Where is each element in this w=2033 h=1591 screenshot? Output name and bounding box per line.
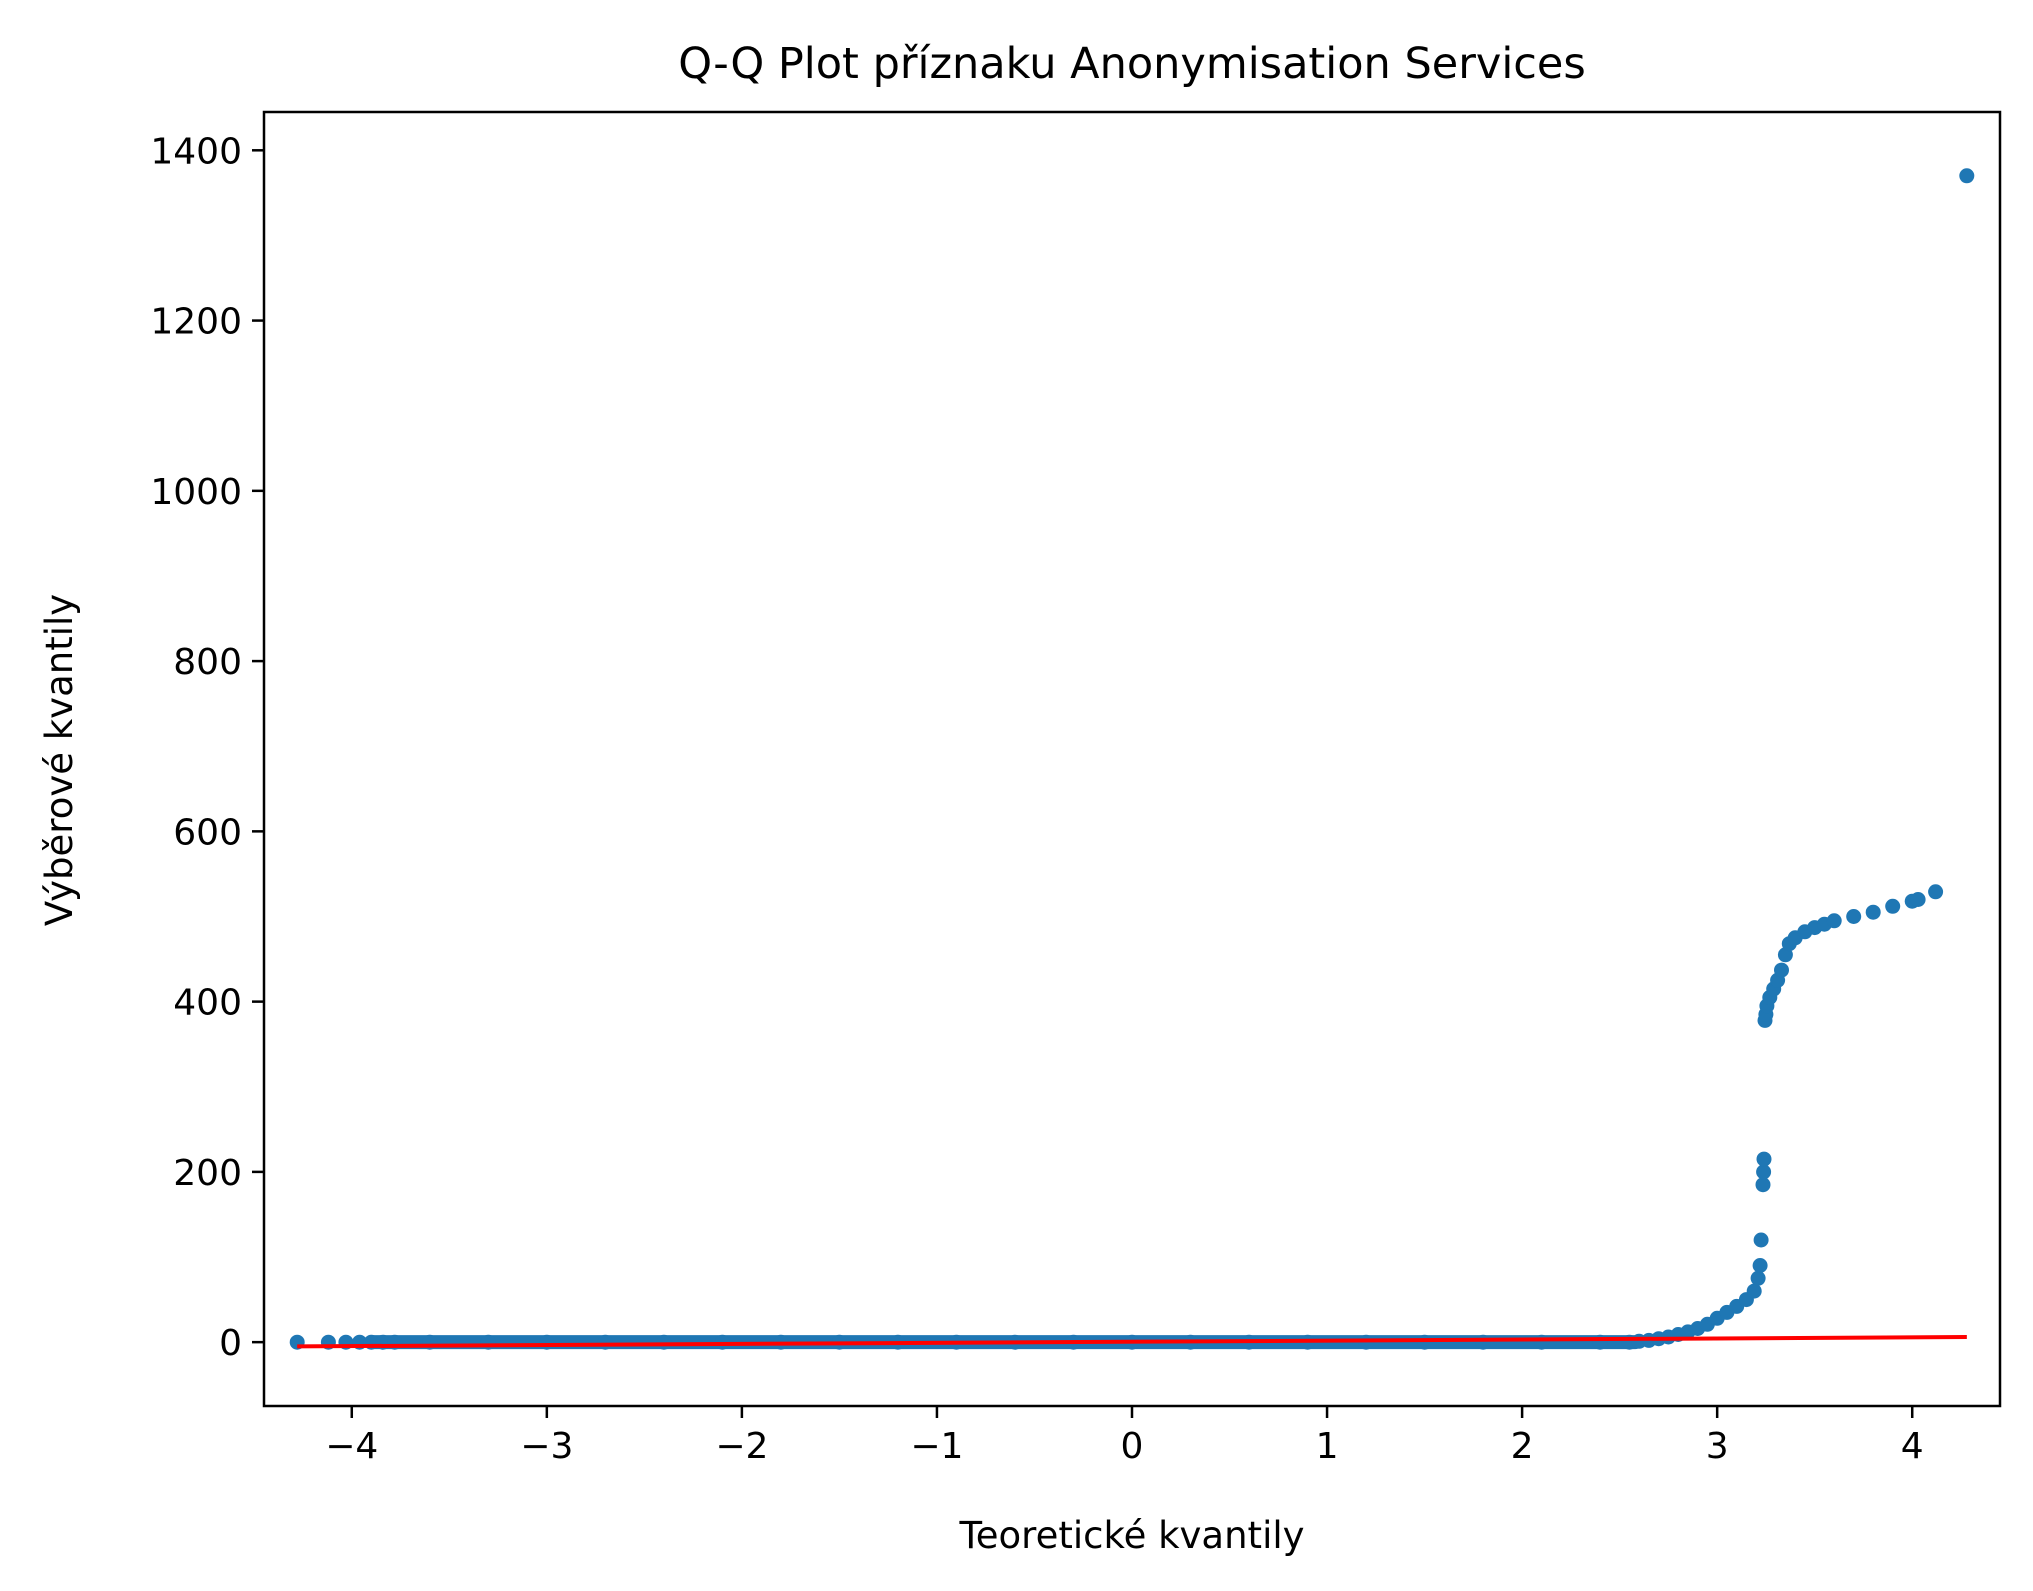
data-point: [1756, 1151, 1772, 1167]
data-point: [656, 1334, 672, 1350]
y-tick-label: 0: [219, 1323, 242, 1364]
data-point: [480, 1334, 496, 1350]
y-tick-label: 1400: [150, 131, 242, 172]
data-point: [1752, 1258, 1768, 1273]
y-tick-label: 600: [173, 812, 242, 853]
data-point: [1846, 909, 1862, 924]
data-point: [1959, 168, 1975, 184]
x-tick-label: 1: [1316, 1426, 1339, 1467]
data-point: [1756, 1164, 1772, 1180]
chart-title: Q-Q Plot příznaku Anonymisation Services: [678, 39, 1586, 89]
x-tick-label: 3: [1706, 1426, 1729, 1467]
data-point: [1534, 1334, 1550, 1350]
y-tick-label: 400: [173, 983, 242, 1024]
data-point: [1826, 913, 1842, 929]
data-point: [1928, 884, 1944, 900]
x-tick-label: 0: [1121, 1426, 1144, 1467]
x-tick-label: 4: [1901, 1426, 1924, 1467]
data-point: [1750, 1270, 1766, 1286]
reference-line: [297, 1335, 1967, 1349]
data-point: [539, 1334, 555, 1350]
plot-marks: [289, 168, 1975, 1350]
data-point: [1865, 904, 1881, 920]
y-tick-label: 200: [173, 1153, 242, 1194]
y-tick-label: 800: [173, 642, 242, 683]
data-point: [1475, 1334, 1491, 1350]
x-axis-label: Teoretické kvantily: [958, 1514, 1304, 1557]
y-axis-label: Výběrové kvantily: [38, 594, 81, 926]
data-point: [1755, 1177, 1771, 1193]
plot-frame: [262, 110, 2002, 1408]
x-tick-label: 2: [1511, 1426, 1534, 1467]
x-tick-label: −2: [715, 1426, 768, 1467]
x-tick-label: −1: [910, 1426, 963, 1467]
data-point: [1910, 892, 1926, 907]
y-tick-label: 1000: [150, 472, 242, 513]
data-point: [1753, 1232, 1769, 1248]
y-tick-label: 1200: [150, 302, 242, 343]
data-point: [1417, 1334, 1433, 1350]
data-point: [1746, 1283, 1762, 1299]
x-tick-label: −3: [520, 1426, 573, 1467]
data-point: [1885, 898, 1901, 914]
data-point: [597, 1334, 613, 1350]
data-point: [1774, 962, 1789, 978]
axes: −4 −3 −2 −1 0 1 2 3 4 0 200 400 600 800 1000 1200 1400: [150, 131, 1923, 1467]
x-tick-label: −4: [325, 1426, 378, 1467]
data-point: [1592, 1334, 1608, 1350]
